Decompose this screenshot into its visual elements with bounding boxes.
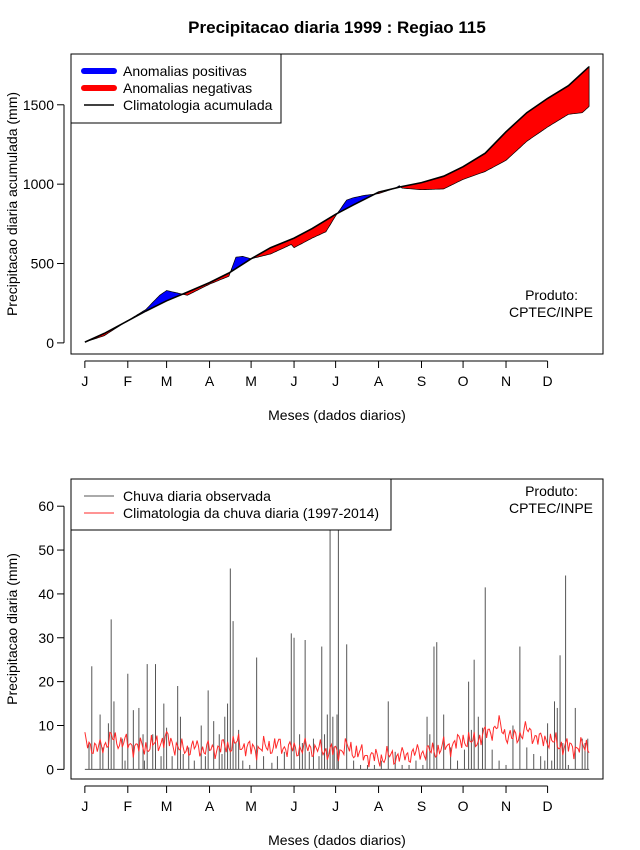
bottom-x-tick-label: S bbox=[417, 798, 426, 814]
top-legend: Anomalias positivas Anomalias negativas … bbox=[70, 53, 282, 124]
top-x-tick-label: M bbox=[245, 373, 257, 389]
legend-label-negative: Anomalias negativas bbox=[123, 80, 252, 96]
top-y-tick-label: 500 bbox=[31, 256, 55, 272]
bottom-x-tick-label: M bbox=[161, 798, 173, 814]
top-x-axis-label: Meses (dados diarios) bbox=[268, 407, 406, 423]
climatology-daily-line bbox=[84, 715, 590, 768]
top-x-tick-label: A bbox=[205, 373, 215, 389]
bottom-y-tick-label: 50 bbox=[38, 542, 54, 558]
top-x-tick-label: N bbox=[501, 373, 511, 389]
top-y-tick-label: 1500 bbox=[23, 97, 54, 113]
legend-label-climatology: Climatologia acumulada bbox=[123, 97, 273, 113]
bottom-y-tick-label: 0 bbox=[46, 761, 54, 777]
bottom-x-tick-label: A bbox=[374, 798, 384, 814]
top-x-tick-label: O bbox=[458, 373, 469, 389]
negative-anomaly-area bbox=[399, 65, 590, 191]
bottom-x-tick-label: N bbox=[501, 798, 511, 814]
bottom-y-axis: 0 10 20 30 40 50 60 bbox=[38, 498, 65, 777]
bottom-y-axis-label: Precipitacao diaria (mm) bbox=[4, 553, 20, 705]
observed-rain-bars bbox=[84, 523, 590, 770]
top-x-tick-label: D bbox=[543, 373, 553, 389]
bottom-x-tick-label: A bbox=[205, 798, 215, 814]
top-y-tick-label: 0 bbox=[46, 335, 54, 351]
top-y-axis: 0 500 1000 1500 bbox=[23, 97, 65, 351]
bottom-y-tick-label: 20 bbox=[38, 674, 54, 690]
top-chart: Precipitacao diaria 1999 : Regiao 115 0 5… bbox=[4, 18, 604, 423]
top-x-tick-label: S bbox=[417, 373, 426, 389]
bottom-legend: Chuva diaria observada Climatologia da c… bbox=[70, 478, 392, 531]
top-x-tick-label: J bbox=[81, 373, 88, 389]
bottom-legend-box bbox=[70, 478, 392, 531]
top-x-tick-label: M bbox=[161, 373, 173, 389]
bottom-chart: 0 10 20 30 40 50 60 J F M A M J J A S O N D Meses (dados … bbox=[4, 478, 604, 848]
bottom-y-tick-label: 30 bbox=[38, 630, 54, 646]
top-product-label: Produto: bbox=[525, 287, 578, 303]
top-x-tick-label: J bbox=[332, 373, 339, 389]
bottom-y-tick-label: 40 bbox=[38, 586, 54, 602]
top-climatology-line bbox=[84, 66, 590, 343]
bottom-x-tick-label: F bbox=[124, 798, 133, 814]
top-chart-title: Precipitacao diaria 1999 : Regiao 115 bbox=[188, 18, 486, 37]
legend-label-observed: Chuva diaria observada bbox=[123, 488, 271, 504]
legend-label-climatology-daily: Climatologia da chuva diaria (1997-2014) bbox=[123, 505, 379, 521]
bottom-y-tick-label: 10 bbox=[38, 717, 54, 733]
legend-label-positive: Anomalias positivas bbox=[123, 63, 247, 79]
top-x-tick-label: F bbox=[124, 373, 133, 389]
bottom-x-tick-label: M bbox=[245, 798, 257, 814]
bottom-x-tick-label: O bbox=[458, 798, 469, 814]
bottom-product-label: Produto: bbox=[525, 483, 578, 499]
top-x-tick-label: A bbox=[374, 373, 384, 389]
bottom-x-tick-label: J bbox=[291, 798, 298, 814]
bottom-x-axis-label: Meses (dados diarios) bbox=[268, 832, 406, 848]
bottom-x-tick-label: J bbox=[332, 798, 339, 814]
top-y-tick-label: 1000 bbox=[23, 176, 54, 192]
top-x-tick-label: J bbox=[291, 373, 298, 389]
bottom-x-tick-label: D bbox=[543, 798, 553, 814]
bottom-x-tick-label: J bbox=[81, 798, 88, 814]
bottom-product-source: CPTEC/INPE bbox=[509, 500, 593, 516]
top-y-axis-label: Precipitacao diaria acumulada (mm) bbox=[4, 92, 20, 316]
bottom-y-tick-label: 60 bbox=[38, 498, 54, 514]
top-plot-frame bbox=[70, 53, 604, 355]
top-product-source: CPTEC/INPE bbox=[509, 304, 593, 320]
